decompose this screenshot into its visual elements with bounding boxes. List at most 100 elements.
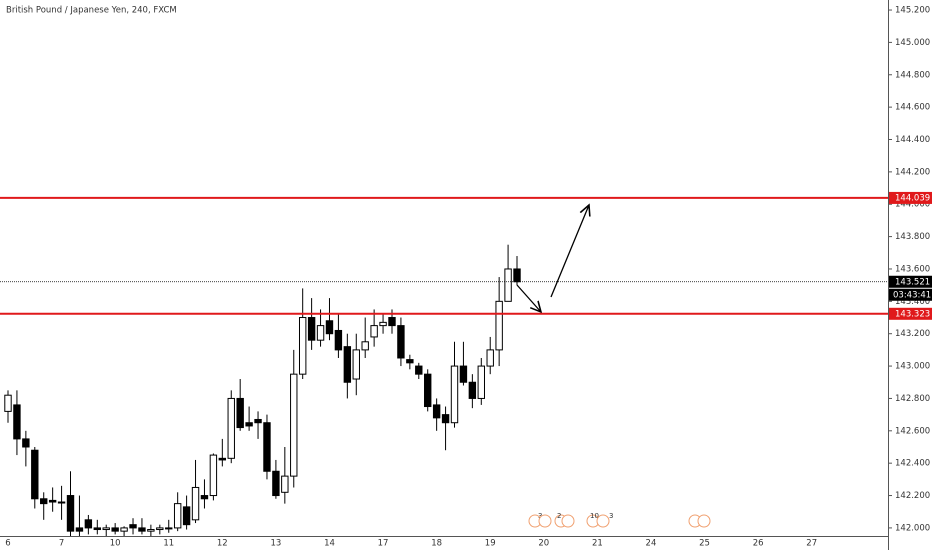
level-price-label: 144.039 bbox=[895, 193, 930, 203]
candle-body bbox=[236, 397, 244, 429]
candle-body bbox=[495, 300, 503, 351]
candle-body bbox=[486, 349, 494, 367]
event-icon bbox=[596, 514, 610, 528]
y-tick-label: 142.200 bbox=[895, 491, 930, 501]
candle-body bbox=[227, 397, 235, 459]
event-icon bbox=[561, 514, 575, 528]
candle-body bbox=[298, 317, 307, 375]
y-tick-label: 143.600 bbox=[895, 264, 930, 274]
candle-body bbox=[468, 381, 477, 399]
candle-body bbox=[173, 503, 182, 529]
candle-body bbox=[343, 346, 352, 383]
candle-body bbox=[84, 519, 93, 529]
drawn-arrow bbox=[516, 284, 541, 312]
candle-body bbox=[370, 325, 378, 338]
candle-body bbox=[57, 501, 66, 504]
candle-body bbox=[263, 422, 271, 472]
x-tick-label: 24 bbox=[646, 539, 657, 549]
candle-body bbox=[325, 320, 334, 335]
candle-body bbox=[66, 495, 75, 532]
candle-body bbox=[504, 268, 512, 302]
level-price-box bbox=[889, 191, 932, 204]
candle-body bbox=[307, 317, 316, 341]
x-tick-label: 21 bbox=[592, 539, 603, 549]
last-price-label: 143.521 bbox=[895, 277, 930, 287]
candle-body bbox=[513, 268, 521, 283]
drawn-arrow bbox=[550, 205, 589, 298]
candle-body bbox=[165, 527, 173, 530]
candle-body bbox=[397, 325, 405, 359]
candle-body bbox=[22, 438, 30, 448]
candle-body bbox=[254, 418, 262, 424]
candle-body bbox=[441, 414, 450, 424]
plot-area bbox=[4, 244, 521, 536]
x-tick-label: 10 bbox=[110, 539, 121, 549]
x-tick-label: 13 bbox=[270, 539, 281, 549]
x-tick-label: 25 bbox=[699, 539, 710, 549]
countdown-box bbox=[889, 288, 932, 301]
candle-body bbox=[111, 527, 119, 532]
candle-body bbox=[4, 394, 12, 412]
candle-body bbox=[102, 527, 110, 531]
candle-body bbox=[424, 373, 432, 408]
x-tick-label: 18 bbox=[431, 539, 442, 549]
event-icon bbox=[697, 514, 711, 528]
candle-body bbox=[352, 349, 360, 380]
x-tick-label: 6 bbox=[5, 539, 10, 549]
y-tick-label: 143.200 bbox=[895, 329, 930, 339]
y-tick-label: 144.400 bbox=[895, 135, 930, 145]
y-tick-label: 143.000 bbox=[895, 362, 930, 372]
event-icon bbox=[538, 514, 552, 528]
event-count: 3 bbox=[609, 512, 613, 520]
candle-body bbox=[245, 422, 253, 427]
event-count: 2 bbox=[557, 512, 561, 520]
x-tick-label: 14 bbox=[324, 539, 335, 549]
candle-body bbox=[379, 321, 387, 327]
candle-body bbox=[191, 486, 200, 521]
candle-body bbox=[48, 499, 57, 503]
x-tick-label: 17 bbox=[378, 539, 389, 549]
y-tick-label: 145.000 bbox=[895, 38, 930, 48]
candle-body bbox=[388, 317, 396, 327]
candle-body bbox=[147, 529, 155, 532]
candle-body bbox=[209, 454, 218, 497]
event-count: 10 bbox=[590, 512, 599, 520]
countdown-label: 03:43:41 bbox=[893, 290, 931, 300]
last-price-box bbox=[889, 275, 932, 288]
chart-title: British Pound / Japanese Yen, 240, FXCM bbox=[6, 6, 177, 16]
candle-body bbox=[281, 475, 289, 493]
candle-body bbox=[361, 341, 369, 351]
x-tick-label: 20 bbox=[538, 539, 549, 549]
candle-body bbox=[182, 506, 191, 526]
candle-body bbox=[40, 498, 48, 505]
candle-body bbox=[450, 365, 459, 424]
candle-body bbox=[120, 527, 128, 532]
x-tick-label: 27 bbox=[806, 539, 817, 549]
candle-body bbox=[13, 404, 21, 440]
candle-body bbox=[129, 524, 137, 529]
candle-body bbox=[290, 373, 298, 477]
y-tick-label: 142.400 bbox=[895, 459, 930, 469]
candle-body bbox=[200, 495, 209, 500]
x-tick-label: 26 bbox=[753, 539, 764, 549]
candle-body bbox=[31, 449, 39, 500]
y-tick-label: 143.400 bbox=[895, 297, 930, 307]
candle-body bbox=[406, 359, 414, 364]
event-count: 3 bbox=[538, 512, 542, 520]
candle-body bbox=[156, 527, 164, 531]
y-tick-label: 144.000 bbox=[895, 200, 930, 210]
candle-body bbox=[75, 527, 84, 532]
y-tick-label: 143.800 bbox=[895, 232, 930, 242]
candle-body bbox=[334, 329, 343, 351]
level-price-label: 143.323 bbox=[895, 309, 930, 319]
x-tick-label: 7 bbox=[59, 539, 64, 549]
y-tick-label: 142.800 bbox=[895, 394, 930, 404]
candle-body bbox=[138, 527, 146, 532]
candle-body bbox=[415, 365, 423, 375]
x-tick-label: 11 bbox=[163, 539, 174, 549]
y-tick-label: 144.600 bbox=[895, 103, 930, 113]
candle-body bbox=[272, 470, 280, 497]
x-tick-label: 12 bbox=[217, 539, 228, 549]
event-icons: 3 2 10 3 bbox=[528, 512, 711, 528]
